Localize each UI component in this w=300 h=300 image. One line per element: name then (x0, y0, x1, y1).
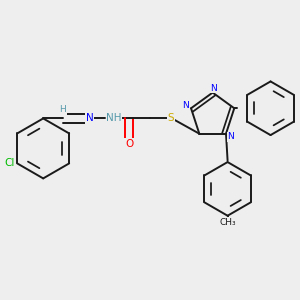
Text: S: S (167, 113, 174, 123)
Text: N: N (211, 84, 217, 93)
Text: N: N (86, 113, 94, 123)
Text: NH: NH (106, 113, 122, 123)
Text: O: O (125, 139, 133, 149)
Text: N: N (228, 132, 234, 141)
Text: CH₃: CH₃ (219, 218, 236, 226)
Text: Cl: Cl (4, 158, 15, 168)
Text: N: N (182, 100, 189, 109)
Text: H: H (59, 105, 66, 114)
